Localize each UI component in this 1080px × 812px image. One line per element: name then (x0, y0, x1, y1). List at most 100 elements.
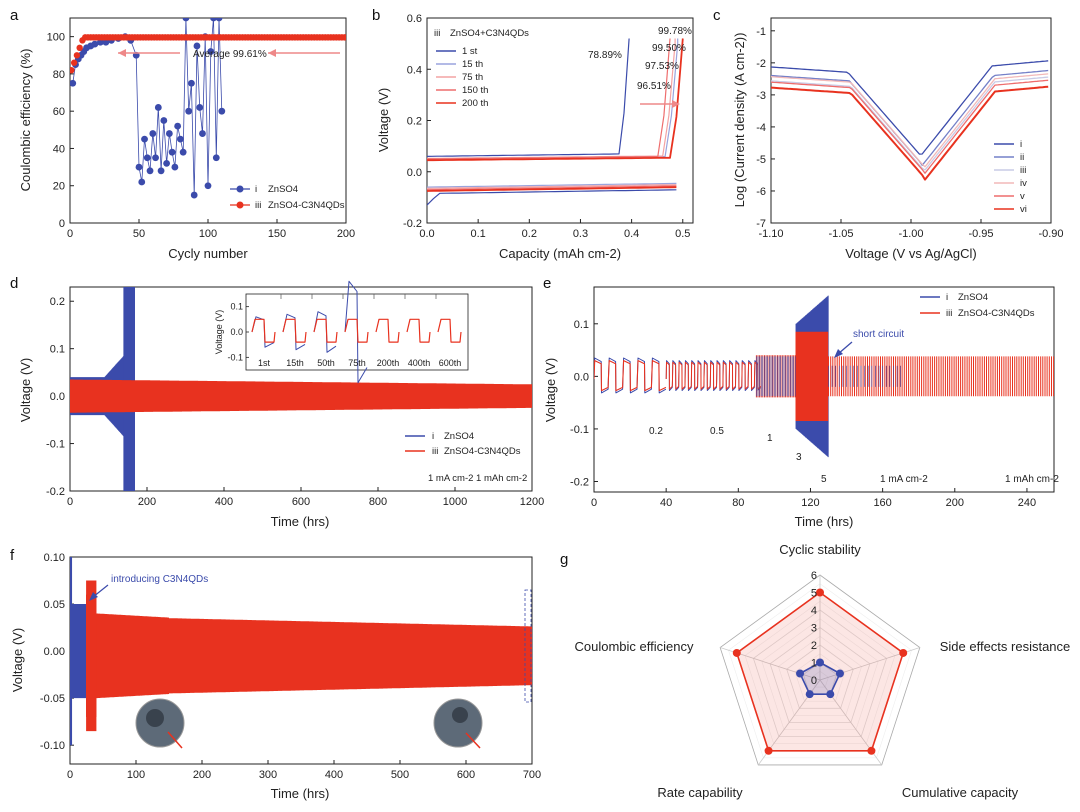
chart-e-ticks: 0 40 80 120 160 200 240 -0.2 -0.1 0.0 0.1 (570, 319, 1036, 509)
chart-c-plot (771, 60, 1049, 181)
legend-b-label-0: 1 st (462, 46, 478, 57)
x-tick-label-d-4: 800 (369, 496, 387, 508)
radar-rtick-5: 5 (811, 588, 817, 600)
inset-d-red-2 (313, 318, 338, 343)
chart-a-ylabel: Coulombic efficiency (%) (18, 49, 33, 192)
radar-minor-3.5 (761, 618, 879, 730)
x-tick-label-e-1: 40 (660, 497, 672, 509)
radar-grid-3 (769, 627, 871, 723)
chart-f-xlabel: Time (hrs) (271, 786, 330, 801)
radar-minor-5.5 (728, 583, 912, 759)
point-a-znso4-30 (177, 135, 184, 143)
point-a-znso4-45 (218, 107, 226, 115)
series-e-c3n4-05 (665, 361, 762, 390)
x-tick-label-f-4: 400 (325, 769, 343, 781)
chart-f-ylabel: Voltage (V) (10, 628, 25, 692)
chart-f-photo-right-arrow (465, 732, 481, 749)
chart-e-legend: i ZnSO4 iii ZnSO4-C3N4QDs (920, 292, 1035, 319)
x-tick-label-e-4: 160 (873, 497, 891, 509)
chart-e-xlabel: Time (hrs) (795, 514, 854, 529)
radar-point-0-2 (867, 746, 876, 755)
radar-point-0-3 (764, 746, 773, 755)
radar-point-1-4 (796, 669, 805, 678)
legend-e-label-1: ZnSO4 (958, 292, 988, 303)
legend-d-marker-text-2: iii (432, 446, 438, 457)
x-tick-label-d-0: 0 (67, 496, 73, 508)
chart-b-ylabel: Voltage (V) (376, 88, 391, 152)
legend-d-marker-text-1: i (432, 431, 434, 442)
inset-d-label-2: 50th (317, 358, 335, 368)
y-tick-label-c-3: -4 (756, 122, 766, 134)
chart-b: 0.0 0.1 0.2 0.3 0.4 0.5-0.20.00.20.40.6 iii Z… (376, 13, 694, 261)
y-tick-label-d-2: 0.0 (50, 391, 65, 403)
legend-b-label-2: 75 th (462, 72, 483, 83)
radar-rtick-1: 1 (811, 658, 817, 670)
chart-b-title: ZnSO4+C3N4QDs (450, 28, 529, 39)
legend-c-label-0: i (1020, 139, 1022, 150)
series-b-discharge-1 (427, 182, 677, 188)
inset-d-red-6 (437, 318, 462, 343)
legend-a-label-2: ZnSO4-C3N4QDs (268, 200, 345, 211)
point-a-znso4-37 (196, 104, 204, 111)
series-e-c3n4-back (828, 356, 1054, 397)
chart-a-ticks: 0 50 100 150 200 0 20 40 60 80 100 (47, 32, 356, 240)
chart-b-label-200th: 96.51% (637, 81, 671, 92)
radar-point-1-1 (835, 669, 844, 678)
x-tick-label-a-3: 150 (268, 228, 286, 240)
point-a-znso4-32 (182, 18, 190, 22)
y-tick-label-c-4: -5 (756, 154, 766, 166)
chart-c-xlabel: Voltage (V vs Ag/AgCl) (845, 246, 977, 261)
panel-label-b: b (372, 7, 380, 24)
x-tick-label-e-0: 0 (591, 497, 597, 509)
panel-label-g: g (560, 551, 568, 568)
chart-e-rate-0-5: 0.5 (710, 426, 724, 437)
radar-point-0-1 (899, 648, 908, 657)
x-tick-label-a-2: 100 (199, 228, 217, 240)
x-tick-label-d-2: 400 (215, 496, 233, 508)
point-a-znso4-24 (160, 117, 168, 124)
x-tick-label-d-6: 1200 (520, 496, 544, 508)
inset-d-label-6: 600th (439, 358, 462, 368)
legend-d-label-2: ZnSO4-C3N4QDs (444, 446, 521, 457)
y-tick-label-b-4: 0.6 (407, 13, 422, 25)
series-e-znso4-back (828, 365, 901, 387)
radar-rtick-6: 6 (811, 570, 817, 582)
chart-a-average-label: Average 99.61% (193, 49, 267, 60)
point-a-znso4-23 (157, 167, 165, 175)
point-a-znso4-17 (141, 135, 148, 143)
inset-d-ytick-label-0: 0.1 (230, 302, 243, 312)
radar-grid-4 (752, 609, 888, 738)
chart-e-rate-capacity: 1 mAh cm-2 (1005, 474, 1059, 485)
legend-a-label-1: ZnSO4 (268, 184, 298, 195)
radar-axis-label-2: Cumulative capacity (902, 785, 1019, 800)
chart-c-ticks: -1.10 -1.05 -1.00 -0.95 -0.90 -1 -2 -3 -4 -5 -6 -7 (756, 26, 1063, 240)
legend-a-marker-1 (236, 185, 244, 193)
chart-f-photo-left (135, 698, 185, 749)
y-tick-label-d-1: -0.1 (46, 439, 65, 451)
inset-d-red-1 (282, 318, 307, 343)
point-a-znso4-35 (190, 191, 198, 199)
chart-b-arrowhead (672, 100, 680, 108)
y-tick-label-c-2: -3 (756, 90, 766, 102)
point-a-znso4-28 (171, 163, 179, 171)
x-tick-label-f-6: 600 (457, 769, 475, 781)
x-tick-label-b-0: 0.0 (419, 228, 434, 240)
series-b-charge-0 (427, 38, 630, 157)
chart-b-label-15th: 99.78% (658, 26, 692, 37)
x-tick-label-d-5: 1000 (443, 496, 467, 508)
y-tick-label-f-3: -0.05 (40, 693, 65, 705)
panel-label-c: c (713, 7, 721, 24)
chart-a-plot (70, 18, 346, 199)
series-b-discharge-0 (427, 189, 677, 206)
inset-d-red-3 (344, 318, 369, 343)
chart-d: 0 200 400 600 800 1000 1200 -0.2 -0.1 0.0 0.1 0.2 0… (18, 280, 544, 529)
point-a-znso4-22 (154, 104, 162, 111)
chart-e-rate-current: 1 mA cm-2 (880, 474, 928, 485)
radar-rtick-2: 2 (811, 640, 817, 652)
radar-series-0 (735, 591, 905, 752)
x-tick-label-a-0: 0 (67, 228, 73, 240)
y-tick-label-f-1: 0.05 (44, 599, 65, 611)
point-a-znso4-0 (70, 79, 77, 87)
